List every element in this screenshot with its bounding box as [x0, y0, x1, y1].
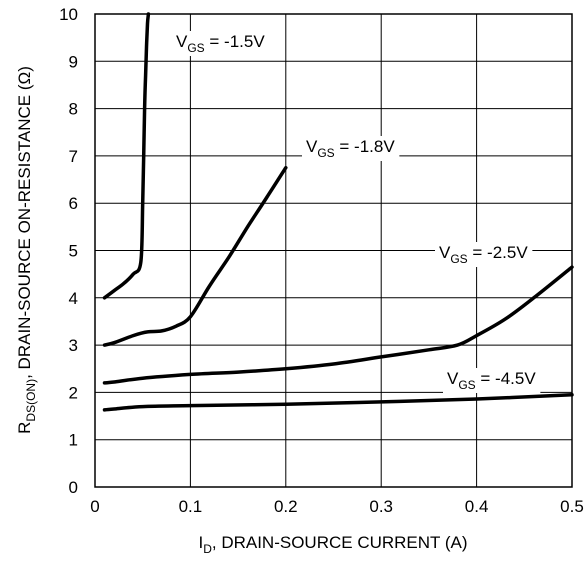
y-tick-label: 10: [59, 5, 78, 24]
series-label-text: VGS = -1.5V: [176, 32, 265, 55]
x-tick-label: 0.5: [560, 497, 584, 516]
y-tick-label: 5: [69, 242, 78, 261]
y-tick-label: 1: [69, 431, 78, 450]
series-label-text: VGS = -2.5V: [439, 243, 528, 266]
series-curves: [102, 12, 574, 412]
series-label-rest: = -4.5V: [476, 369, 537, 388]
series-label-rest: = -2.5V: [468, 243, 529, 262]
y-tick-label: 0: [69, 478, 78, 497]
plot-frame: [94, 13, 573, 488]
y-tick-label: 6: [69, 194, 78, 213]
series-line-2: [102, 165, 288, 347]
series-label-3: VGS = -2.5V: [435, 242, 533, 267]
y-tick-label: 9: [69, 52, 78, 71]
series-line-1: [102, 12, 151, 300]
y-tick-label: 2: [69, 383, 78, 402]
series-label-main: V: [176, 32, 188, 51]
x-axis-title-sub: D: [203, 542, 212, 556]
y-tick-label: 7: [69, 147, 78, 166]
series-label-sub: GS: [187, 41, 204, 55]
x-tick-label: 0.1: [179, 497, 203, 516]
series-label-sub: GS: [450, 252, 467, 266]
series-label-bg: [443, 368, 541, 393]
series-line-4: [102, 393, 574, 412]
series-label-sub: GS: [317, 146, 334, 160]
series-label-main: V: [439, 243, 451, 262]
y-axis-title: RDS(ON), DRAIN-SOURCE ON-RESISTANCE (Ω): [15, 66, 38, 434]
series-label-text: VGS = -4.5V: [447, 369, 536, 392]
series-label-bg: [172, 31, 270, 56]
series-label-text: VGS = -1.8V: [306, 137, 395, 160]
y-axis-title-rest: , DRAIN-SOURCE ON-RESISTANCE (Ω): [15, 66, 34, 379]
x-axis-title-main: I: [198, 533, 203, 552]
series-label-2: VGS = -1.8V: [302, 136, 400, 161]
x-axis-tick-labels: 0 0.1 0.2 0.3 0.4 0.5: [90, 497, 584, 516]
y-tick-label: 3: [69, 336, 78, 355]
series-label-4: VGS = -4.5V: [443, 368, 541, 393]
series-label-bg: [435, 242, 533, 267]
series-line-3: [102, 265, 574, 385]
x-tick-label: 0: [90, 497, 99, 516]
y-tick-label: 8: [69, 100, 78, 119]
x-tick-label: 0.4: [465, 497, 489, 516]
y-axis-tick-labels: 0 1 2 3 4 5 6 7 8 9 10: [59, 5, 78, 497]
series-label-bg: [302, 136, 400, 161]
series-label-sub: GS: [458, 378, 475, 392]
x-axis-title-rest: , DRAIN-SOURCE CURRENT (A): [212, 533, 468, 552]
series-label-rest: = -1.8V: [335, 137, 396, 156]
y-tick-label: 4: [69, 289, 78, 308]
series-label-main: V: [447, 369, 459, 388]
x-axis-title: ID, DRAIN-SOURCE CURRENT (A): [198, 533, 467, 556]
series-label-main: V: [306, 137, 318, 156]
x-tick-label: 0.2: [274, 497, 298, 516]
series-label-1: VGS = -1.5V: [172, 31, 270, 56]
y-axis-title-sub: DS(ON): [24, 379, 38, 422]
x-tick-label: 0.3: [369, 497, 393, 516]
series-label-rest: = -1.5V: [205, 32, 266, 51]
y-axis-title-main: R: [15, 422, 34, 434]
